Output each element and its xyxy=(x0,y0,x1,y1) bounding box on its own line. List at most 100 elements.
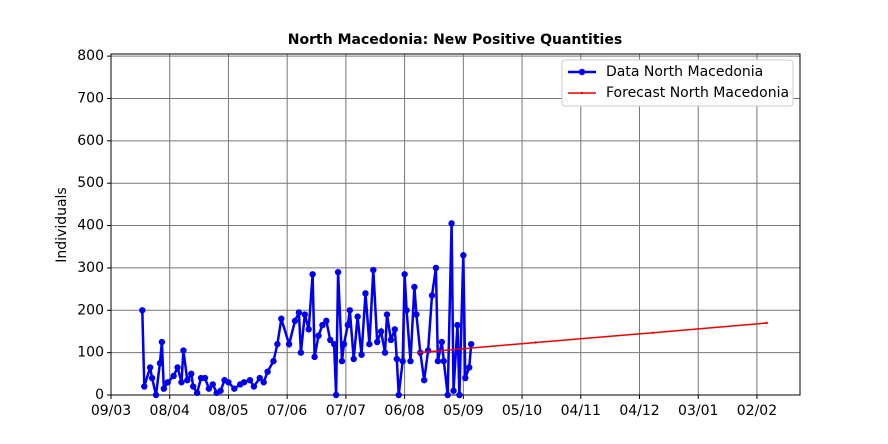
data-point xyxy=(256,374,263,382)
data-point xyxy=(201,374,209,382)
data-point xyxy=(448,220,455,227)
data-point xyxy=(420,376,428,384)
legend-label: Data North Macedonia xyxy=(606,64,763,80)
data-point xyxy=(462,374,469,382)
data-point xyxy=(188,370,195,378)
data-point xyxy=(438,338,445,346)
data-point xyxy=(332,391,340,399)
data-point xyxy=(305,326,312,333)
data-point xyxy=(184,376,191,384)
data-point xyxy=(164,379,171,386)
x-tick-label: 06/08 xyxy=(384,403,424,419)
legend: Data North Macedonia Forecast North Maced… xyxy=(561,59,794,107)
legend-frame xyxy=(561,59,794,107)
data-point xyxy=(315,332,322,339)
x-tick-label: 05/10 xyxy=(502,403,542,419)
x-tick-label: 04/11 xyxy=(561,403,601,419)
data-point xyxy=(246,376,254,384)
data-point xyxy=(444,391,451,399)
data-point xyxy=(174,364,181,371)
data-point xyxy=(217,387,224,394)
data-point xyxy=(411,283,418,291)
data-point xyxy=(291,317,299,325)
y-tick-label: 100 xyxy=(77,345,104,361)
data-point xyxy=(440,357,447,365)
data-point xyxy=(346,307,354,314)
data-point xyxy=(391,326,399,333)
data-point xyxy=(330,340,338,348)
data-point xyxy=(362,290,369,297)
data-point xyxy=(413,311,420,318)
data-point xyxy=(323,317,330,325)
x-tick-label: 08/05 xyxy=(208,403,248,419)
x-tick-label: 09/03 xyxy=(91,403,131,419)
data-point xyxy=(158,338,166,346)
data-point xyxy=(395,391,402,399)
data-point xyxy=(350,355,357,363)
data-point xyxy=(160,385,168,392)
data-point xyxy=(170,372,177,380)
data-point xyxy=(424,347,432,354)
data-point xyxy=(651,331,655,334)
data-point xyxy=(466,364,473,371)
data-point xyxy=(338,357,346,365)
data-point xyxy=(260,379,267,386)
data-point xyxy=(152,391,160,399)
x-tick-label: 05/09 xyxy=(443,403,483,419)
data-point xyxy=(534,341,537,344)
data-point xyxy=(456,391,463,399)
data-point xyxy=(374,338,381,346)
data-point xyxy=(327,336,334,344)
plot-frame xyxy=(110,53,801,396)
data-point xyxy=(205,385,213,392)
data-point xyxy=(250,383,258,390)
y-tick-label: 400 xyxy=(77,218,104,234)
legend-marker xyxy=(580,91,584,95)
data-point xyxy=(240,379,248,386)
data-point xyxy=(340,340,348,348)
y-tick-label: 800 xyxy=(77,48,104,64)
legend-label: Forecast North Macedonia xyxy=(606,85,789,101)
data-point xyxy=(141,383,148,390)
data-point xyxy=(225,379,232,386)
data-point xyxy=(297,349,305,356)
data-point xyxy=(209,381,216,388)
data-point xyxy=(178,379,185,386)
data-point xyxy=(407,357,414,365)
data-point xyxy=(387,336,395,344)
data-point xyxy=(401,271,408,278)
data-point xyxy=(264,368,271,375)
y-tick-label: 200 xyxy=(77,302,104,318)
y-tick-label: 300 xyxy=(77,260,104,276)
data-point xyxy=(319,321,326,329)
x-tick-label: 07/07 xyxy=(326,403,366,419)
y-tick-label: 600 xyxy=(77,133,104,149)
data-point xyxy=(309,271,316,278)
data-point xyxy=(417,351,420,354)
x-tick-label: 07/06 xyxy=(267,403,307,419)
data-point xyxy=(381,349,389,356)
data-point xyxy=(156,360,164,367)
data-point xyxy=(311,353,318,361)
data-point xyxy=(765,321,768,325)
data-point xyxy=(190,383,197,390)
data-point xyxy=(467,340,475,348)
data-point xyxy=(270,357,277,365)
data-point xyxy=(383,311,391,318)
data-point xyxy=(354,313,361,320)
y-axis-label: Individuals xyxy=(54,187,70,262)
x-tick-label: 03/01 xyxy=(678,403,718,419)
data-point xyxy=(139,307,146,314)
data-point xyxy=(295,309,303,316)
data-point xyxy=(460,252,467,259)
data-point xyxy=(301,311,308,318)
x-tick-label: 08/04 xyxy=(150,403,190,419)
x-tick-label: 02/02 xyxy=(737,403,777,419)
data-point xyxy=(428,292,436,299)
data-point xyxy=(393,355,400,363)
data-point xyxy=(231,385,238,392)
data-point xyxy=(377,328,385,335)
data-point xyxy=(399,357,406,365)
data-point xyxy=(180,347,187,354)
